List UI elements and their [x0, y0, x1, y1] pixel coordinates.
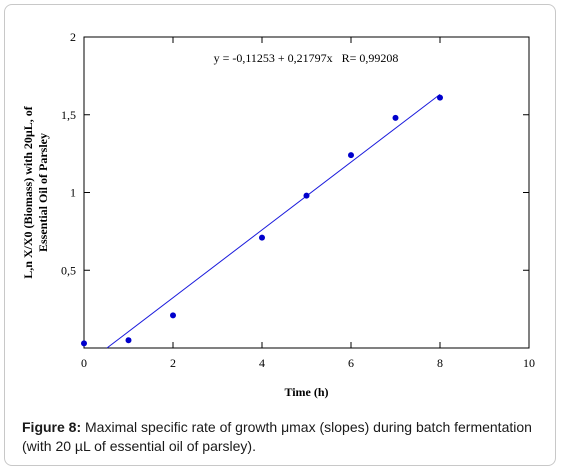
x-tick-label: 6 — [348, 356, 354, 370]
caption-label: Figure 8: — [22, 419, 82, 435]
x-axis-label: Time (h) — [284, 385, 328, 399]
data-points — [81, 94, 443, 347]
y-axis-ticks: 0,5 1 1,5 2 — [61, 30, 529, 277]
y-tick-label: 1,5 — [61, 108, 76, 122]
chart: 0 2 4 6 8 10 0,5 1 1,5 2 y = -0,11253 + 0,21797x… — [21, 30, 535, 399]
y-axis-label-line-2: Essential Oil of Parsley — [36, 133, 50, 252]
plot-frame — [83, 36, 530, 349]
figure-caption: Figure 8: Maximal specific rate of growt… — [22, 418, 548, 456]
data-point — [259, 234, 265, 241]
y-tick-label: 1 — [70, 186, 76, 200]
x-axis-ticks: 0 2 4 6 8 10 — [81, 37, 535, 370]
x-tick-label: 4 — [259, 356, 265, 370]
x-tick-label: 8 — [437, 356, 443, 370]
x-tick-label: 2 — [170, 356, 176, 370]
caption-text: Maximal specific rate of growth μmax (sl… — [22, 419, 532, 454]
x-tick-label: 10 — [523, 356, 535, 370]
regression-equation: y = -0,11253 + 0,21797x R= 0,99208 — [214, 51, 399, 65]
data-point — [170, 312, 176, 319]
data-point — [392, 114, 399, 121]
data-point — [348, 152, 354, 159]
figure-card — [4, 4, 556, 466]
x-tick-label: 0 — [81, 356, 87, 370]
regression-line — [106, 93, 441, 349]
y-tick-label: 2 — [70, 30, 76, 44]
data-point — [81, 340, 87, 347]
y-tick-label: 0,5 — [61, 263, 76, 277]
y-axis-label-line-1: L,n X/X0 (Biomass) with 20µL, of — [21, 105, 35, 279]
data-point — [437, 94, 443, 101]
data-point — [303, 192, 310, 199]
data-point — [125, 337, 132, 344]
